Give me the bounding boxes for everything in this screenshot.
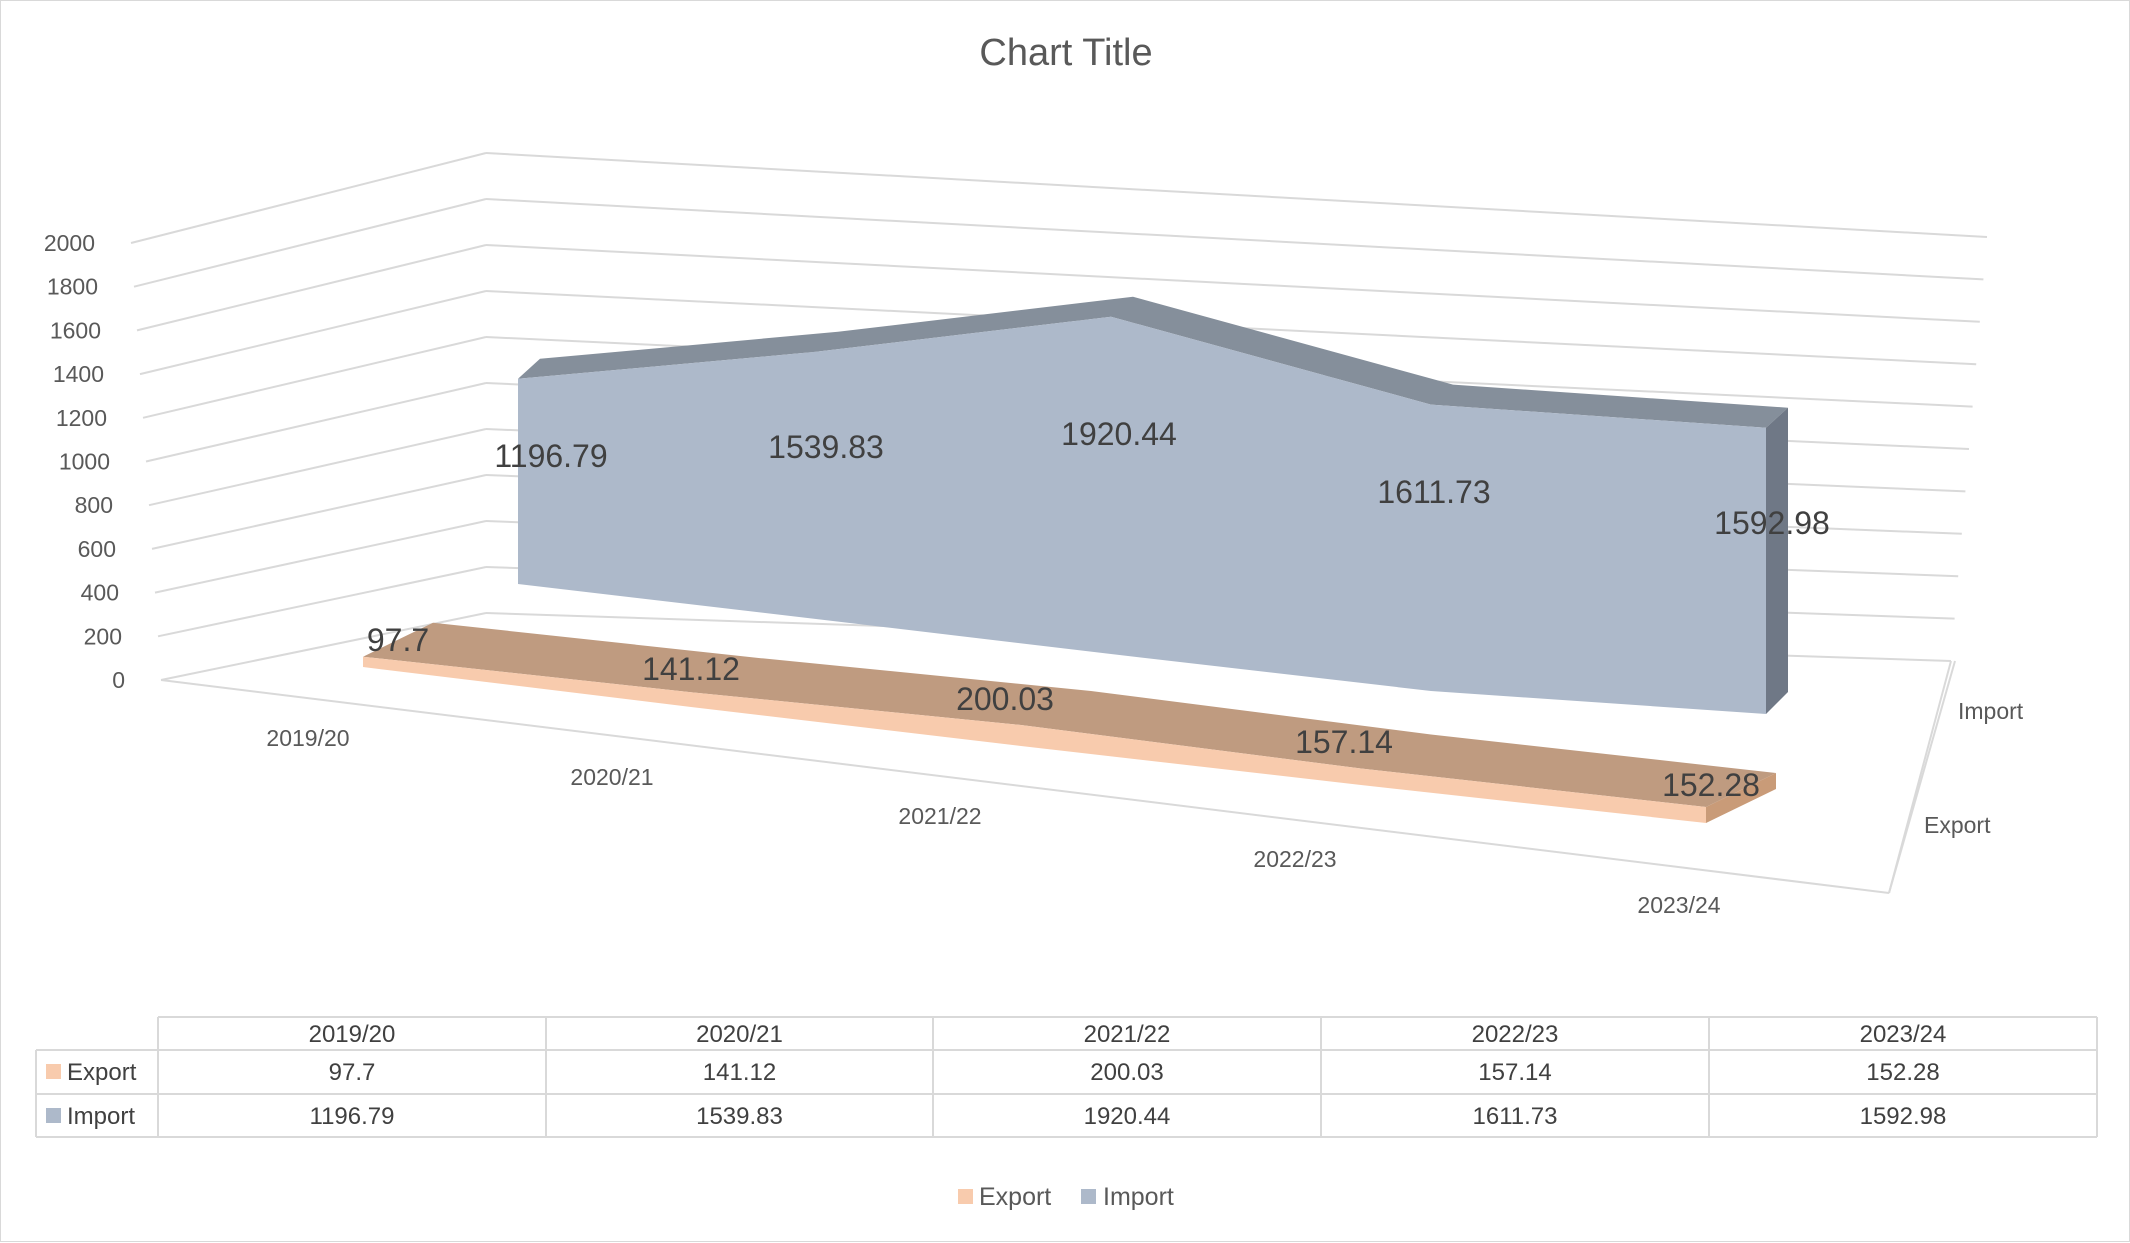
gridline-back xyxy=(485,152,1988,238)
table-cell-export: 200.03 xyxy=(1090,1059,1163,1086)
data-label-export: 97.7 xyxy=(367,622,429,658)
gridline-side xyxy=(139,290,487,376)
gridline-side xyxy=(157,566,487,638)
export-series-area xyxy=(363,622,1776,823)
data-labels: 1196.79 1539.83 1920.44 1611.73 1592.98 97.7 1… xyxy=(367,416,1830,803)
table-key-import xyxy=(46,1108,61,1123)
gridline-side xyxy=(142,336,487,419)
import-top-surface xyxy=(518,296,1788,428)
y-tick-label: 1800 xyxy=(47,274,98,300)
legend-label-import: Import xyxy=(1103,1183,1174,1211)
export-end-cap xyxy=(1706,773,1776,823)
y-tick-label: 1600 xyxy=(50,317,101,343)
x-tick-label: 2020/21 xyxy=(570,764,653,790)
y-tick-label: 0 xyxy=(112,667,125,693)
table-cell-import: 1592.98 xyxy=(1860,1103,1947,1130)
y-tick-label: 600 xyxy=(78,536,116,562)
y-tick-label: 400 xyxy=(81,580,119,606)
import-end-cap xyxy=(1766,407,1788,714)
gridline-side xyxy=(154,520,487,594)
gridline-side xyxy=(136,244,487,332)
table-cell-import: 1611.73 xyxy=(1473,1103,1558,1130)
data-label-import: 1592.98 xyxy=(1714,505,1830,541)
chart-title: Chart Title xyxy=(979,32,1152,74)
y-tick-label: 200 xyxy=(84,623,122,649)
data-label-import: 1539.83 xyxy=(768,429,884,465)
floor-front-edge xyxy=(160,679,1890,894)
gridline-back xyxy=(485,244,1980,323)
x-axis: 2019/20 2020/21 2021/22 2022/23 2023/24 xyxy=(266,725,1720,918)
table-cell-export: 157.14 xyxy=(1478,1059,1551,1086)
data-label-export: 152.28 xyxy=(1662,767,1760,803)
export-top-surface xyxy=(363,622,1776,807)
y-tick-label: 2000 xyxy=(44,230,95,256)
x-tick-label: 2021/22 xyxy=(898,803,981,829)
table-row-label-import: Import xyxy=(67,1103,135,1130)
table-cell-export: 152.28 xyxy=(1866,1059,1939,1086)
table-key-export xyxy=(46,1064,61,1079)
table-cell-export: 97.7 xyxy=(329,1059,376,1086)
table-cell-import: 1920.44 xyxy=(1084,1103,1171,1130)
gridline-back xyxy=(485,198,1984,281)
import-front-face xyxy=(518,316,1766,714)
gridline-side xyxy=(148,428,487,507)
table-header-cell: 2023/24 xyxy=(1860,1021,1947,1048)
data-label-export: 200.03 xyxy=(956,681,1054,717)
data-label-export: 141.12 xyxy=(642,651,740,687)
gridline-side xyxy=(133,198,487,288)
data-label-import: 1611.73 xyxy=(1377,474,1490,510)
table-header-cell: 2020/21 xyxy=(696,1021,783,1048)
x-tick-label: 2023/24 xyxy=(1637,892,1720,918)
depth-label-export: Export xyxy=(1924,812,1991,838)
table-header-cell: 2019/20 xyxy=(309,1021,396,1048)
legend[interactable]: Export Import xyxy=(958,1183,1174,1211)
gridline-side xyxy=(145,382,487,463)
data-label-export: 157.14 xyxy=(1295,724,1393,760)
legend-swatch-import xyxy=(1081,1189,1096,1204)
depth-axis: Export Import xyxy=(1888,660,2024,894)
legend-label-export: Export xyxy=(979,1183,1051,1211)
table-cell-import: 1196.79 xyxy=(310,1103,395,1130)
y-tick-label: 1000 xyxy=(59,449,110,475)
gridline-side xyxy=(151,474,487,550)
legend-swatch-export xyxy=(958,1189,973,1204)
export-front-face xyxy=(363,656,1706,823)
table-cell-import: 1539.83 xyxy=(696,1103,783,1130)
table-header-cell: 2022/23 xyxy=(1472,1021,1559,1048)
import-series-area xyxy=(518,296,1788,714)
gridline-side xyxy=(130,152,487,244)
depth-label-import: Import xyxy=(1958,698,2024,724)
y-tick-label: 1400 xyxy=(53,361,104,387)
x-tick-label: 2022/23 xyxy=(1253,846,1336,872)
y-axis: 0 200 400 600 800 1000 1200 1400 1600 1800 2000 xyxy=(44,230,125,693)
table-header-cell: 2021/22 xyxy=(1084,1021,1171,1048)
data-table: 2019/20 97.7 1196.79 2020/21 141.12 1539.83 20… xyxy=(35,1016,2098,1138)
table-row-label-export: Export xyxy=(67,1059,137,1086)
depth-axis-line xyxy=(1888,660,1956,894)
table-cell-export: 141.12 xyxy=(703,1059,776,1086)
data-label-import: 1196.79 xyxy=(494,438,607,474)
y-tick-label: 800 xyxy=(75,492,113,518)
x-tick-label: 2019/20 xyxy=(266,725,349,751)
y-tick-label: 1200 xyxy=(56,405,107,431)
data-label-import: 1920.44 xyxy=(1061,416,1177,452)
